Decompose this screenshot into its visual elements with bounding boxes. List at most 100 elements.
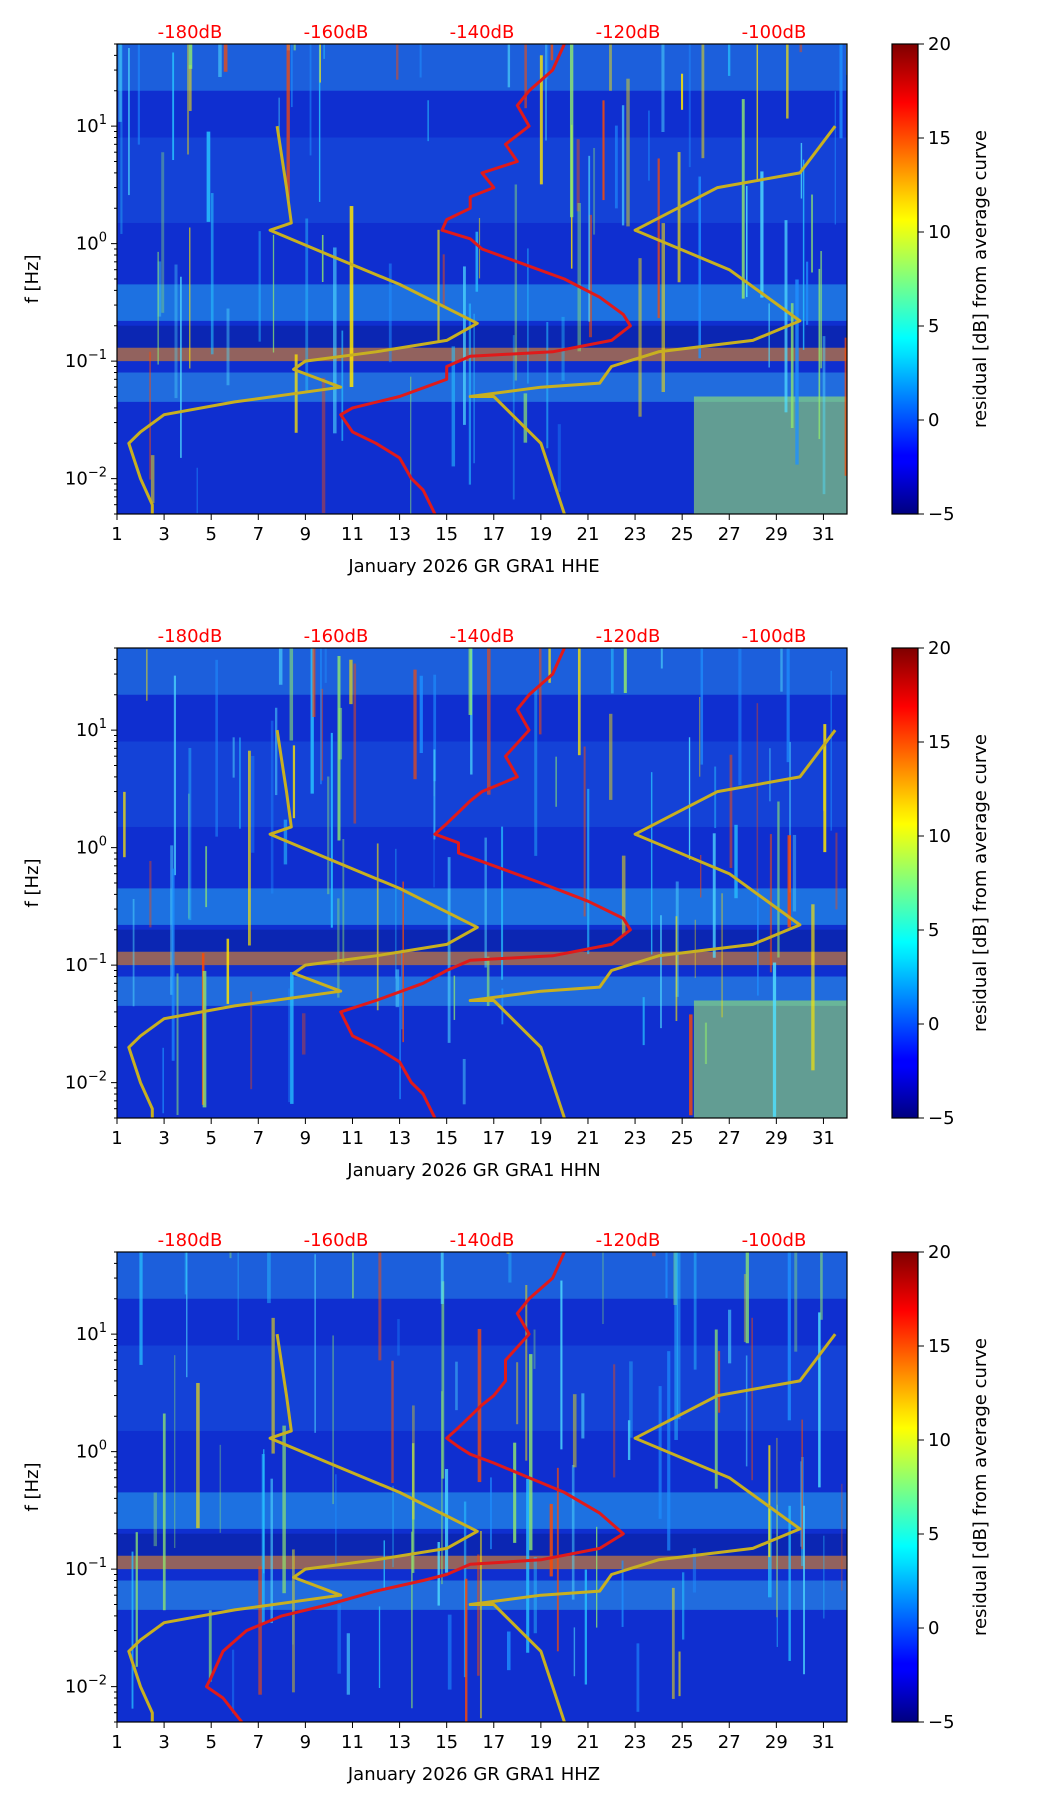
spectral-streak xyxy=(442,254,445,306)
spectral-streak xyxy=(621,1560,624,1627)
spectral-streak xyxy=(293,44,296,51)
x-tick-label: 9 xyxy=(300,524,311,545)
spectral-streak xyxy=(468,648,473,715)
x-axis-title: January 2026 GR GRA1 HHZ xyxy=(347,1764,600,1785)
colorbar-tick-label: 10 xyxy=(928,1430,951,1451)
spectral-streak xyxy=(486,956,490,1006)
x-tick-label: 19 xyxy=(529,1732,552,1753)
spectral-streak xyxy=(756,44,759,180)
x-tick-label: 3 xyxy=(158,524,169,545)
spectral-streak xyxy=(839,44,843,139)
spectral-streak xyxy=(433,674,437,782)
x-axis-title: January 2026 GR GRA1 HHN xyxy=(346,1160,600,1181)
spectral-streak xyxy=(556,1467,559,1652)
spectral-streak xyxy=(292,1549,295,1693)
spectral-band xyxy=(117,1252,847,1299)
spectral-streak xyxy=(176,973,179,1116)
spectral-streak xyxy=(777,801,780,958)
spectral-streak xyxy=(688,737,691,860)
db-label: -120dB xyxy=(596,22,661,43)
spectral-streak xyxy=(335,1474,337,1566)
spectral-streak xyxy=(321,377,326,514)
db-label: -180dB xyxy=(158,1230,223,1251)
spectral-streak xyxy=(174,1355,176,1548)
spectral-streak xyxy=(261,1454,265,1625)
spectral-streak xyxy=(822,1535,825,1619)
spectral-streak xyxy=(162,1413,166,1611)
x-tick-label: 11 xyxy=(341,524,364,545)
spectral-streak xyxy=(174,264,178,399)
spectral-streak xyxy=(410,376,412,514)
spectral-streak xyxy=(523,393,528,443)
x-tick-label: 3 xyxy=(158,1732,169,1753)
spectral-streak xyxy=(550,44,554,61)
spectral-streak xyxy=(627,1420,631,1460)
spectral-streak xyxy=(346,1633,350,1695)
x-tick-label: 31 xyxy=(812,524,835,545)
db-label: -120dB xyxy=(596,626,661,647)
spectral-streak xyxy=(823,724,827,853)
spectral-streak xyxy=(172,52,175,161)
spectral-streak xyxy=(392,1485,394,1568)
spectral-streak xyxy=(626,78,630,227)
spectral-streak xyxy=(437,229,440,341)
spectral-streak xyxy=(756,703,759,892)
spectral-streak xyxy=(704,1022,708,1065)
x-tick-label: 5 xyxy=(205,1732,216,1753)
x-tick-label: 11 xyxy=(341,1128,364,1149)
spectral-band xyxy=(117,1492,847,1529)
spectral-streak xyxy=(596,1526,598,1628)
spectral-streak xyxy=(349,206,354,387)
spectral-streak xyxy=(548,648,551,683)
x-tick-label: 13 xyxy=(388,524,411,545)
spectral-streak xyxy=(802,159,805,350)
spectral-streak xyxy=(137,44,140,145)
spectral-streak xyxy=(411,1443,415,1573)
x-tick-label: 27 xyxy=(718,524,741,545)
spectral-streak xyxy=(337,1604,341,1674)
x-tick-label: 25 xyxy=(671,1128,694,1149)
spectral-streak xyxy=(621,855,626,936)
x-tick-label: 21 xyxy=(577,1128,600,1149)
x-tick-label: 29 xyxy=(765,1732,788,1753)
spectrogram-area xyxy=(117,44,847,514)
spectral-streak xyxy=(332,1335,334,1505)
spectral-streak xyxy=(533,1329,536,1369)
spectral-streak xyxy=(338,707,343,760)
spectral-streak xyxy=(811,904,815,1071)
x-tick-label: 17 xyxy=(482,524,505,545)
spectral-streak xyxy=(787,1252,791,1421)
colorbar-tick-label: 0 xyxy=(928,1618,939,1639)
spectral-streak xyxy=(324,648,327,683)
spectral-streak xyxy=(677,152,681,283)
spectral-streak xyxy=(784,220,788,413)
spectral-band xyxy=(117,741,847,827)
x-tick-label: 1 xyxy=(111,524,122,545)
spectral-streak xyxy=(330,732,333,928)
spectral-streak xyxy=(208,1610,212,1682)
spectral-streak xyxy=(688,44,691,168)
spectral-streak xyxy=(153,1492,157,1547)
spectral-streak xyxy=(321,234,324,283)
spectral-streak xyxy=(173,675,177,876)
spectral-streak xyxy=(795,279,799,465)
spectral-streak xyxy=(188,65,192,111)
spectral-streak xyxy=(238,737,241,829)
spectral-streak xyxy=(286,44,290,200)
spectral-streak xyxy=(258,231,261,342)
spectral-streak xyxy=(660,648,663,669)
spectral-band xyxy=(117,44,847,91)
spectral-streak xyxy=(473,313,475,464)
spectral-streak xyxy=(395,848,397,979)
spectral-streak xyxy=(534,688,538,856)
x-tick-label: 7 xyxy=(253,1128,264,1149)
spectral-streak xyxy=(682,1572,685,1640)
y-axis-title: f [Hz] xyxy=(22,254,43,303)
spectral-streak xyxy=(820,1252,823,1320)
spectral-streak xyxy=(376,843,379,1011)
median-psd-line xyxy=(205,1252,625,1722)
spectral-streak xyxy=(440,1252,444,1304)
spectral-streak xyxy=(738,648,742,786)
spectral-streak xyxy=(447,1614,452,1690)
